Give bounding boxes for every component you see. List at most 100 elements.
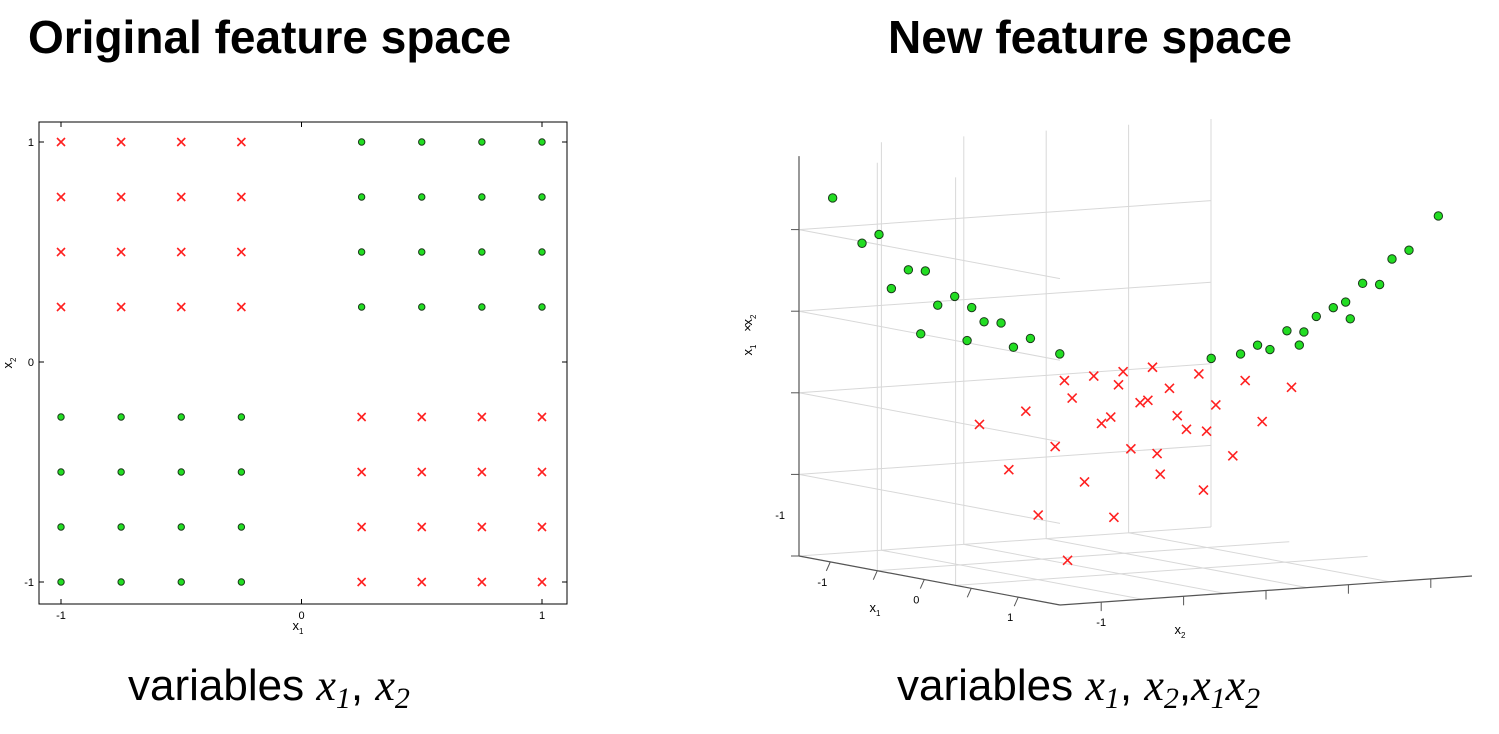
plot-frame [38, 121, 568, 605]
cross-point [1118, 366, 1129, 377]
tick-marks [791, 229, 1432, 612]
dot-point [1025, 333, 1036, 344]
dot-point [57, 578, 65, 586]
dot-point [1387, 254, 1397, 264]
x-tick-label: -1 [817, 577, 827, 589]
cross-point [56, 192, 66, 202]
x-tick-label: 1 [539, 610, 545, 622]
dot-point [418, 193, 426, 201]
left-caption-word: variables [128, 661, 305, 710]
dot-point [117, 468, 125, 476]
dot-point [1357, 278, 1368, 289]
dot-point [857, 238, 867, 248]
cross-point [1164, 383, 1175, 394]
cross-point [417, 522, 427, 532]
cross-point [116, 302, 126, 312]
dot-point [357, 138, 366, 146]
dot-point [418, 248, 426, 256]
dot-point [237, 578, 246, 586]
dot-point [996, 318, 1006, 328]
cross-point [1152, 448, 1163, 459]
cross-point [236, 192, 246, 202]
dot-point [1299, 327, 1309, 337]
cross-point [1198, 485, 1209, 496]
cross-point [417, 577, 427, 587]
dot-point [117, 523, 125, 531]
cross-point [537, 522, 547, 532]
cross-point [1113, 379, 1124, 390]
cross-point [1193, 368, 1204, 379]
dot-point [538, 193, 546, 201]
dot-point [177, 413, 185, 421]
cross-point [236, 137, 246, 147]
cross-point [1033, 509, 1044, 521]
cross-point [236, 302, 246, 312]
cross-point [176, 247, 186, 257]
dot-point [1345, 314, 1355, 324]
dot-point [827, 193, 838, 203]
dot-point [237, 523, 246, 531]
dot-point [418, 303, 426, 311]
y-axis-label: x2 [0, 357, 18, 369]
dot-point [538, 248, 546, 256]
dot-point [1206, 353, 1216, 364]
dot-point [1328, 302, 1338, 313]
dot-point [237, 413, 246, 421]
cross-point [537, 577, 547, 587]
z-axis-label: x1 [740, 344, 758, 356]
cross-point [56, 137, 66, 147]
axes [798, 156, 1473, 606]
cross-point [477, 412, 487, 422]
x-tick-label: 1 [1007, 612, 1013, 624]
dot-point [478, 303, 486, 311]
dot-point [538, 303, 546, 311]
dot-point [933, 300, 943, 310]
cross-point [1135, 397, 1146, 408]
dot-point [478, 138, 486, 146]
right-caption-var-x1x2: x1x2 [1191, 661, 1261, 715]
cross-point [357, 522, 367, 532]
dot-point [177, 523, 185, 531]
cross-point [417, 467, 427, 477]
dot-point [1282, 326, 1292, 336]
cross-point [176, 137, 186, 147]
cross-point [116, 192, 126, 202]
cross-point [1062, 555, 1073, 566]
y-axis-label: x2 [1175, 622, 1187, 640]
cross-point [357, 412, 367, 422]
right-chart-title: New feature space [888, 11, 1292, 63]
dot-point [1252, 340, 1263, 350]
dot-point [1294, 340, 1305, 350]
cross-point [56, 302, 66, 312]
right-caption-var-x2: x2 [1144, 661, 1179, 715]
dot-point [1055, 349, 1065, 359]
cross-point [1142, 395, 1153, 406]
cross-point [1286, 382, 1297, 393]
cross-point [1240, 375, 1251, 386]
data-points [56, 137, 547, 587]
dot-point [916, 329, 926, 339]
dot-point [538, 138, 546, 146]
dot-point [1433, 211, 1444, 221]
x-axis-label: x1 [293, 618, 305, 636]
y-tick-label: 0 [28, 357, 34, 369]
cross-point [1096, 418, 1107, 429]
cross-point [1108, 512, 1119, 523]
data-points [827, 193, 1444, 566]
cross-point [1079, 476, 1090, 487]
cross-point [1227, 450, 1238, 461]
dot-point [962, 335, 972, 346]
x-tick-label: -1 [56, 610, 66, 622]
dot-point [57, 468, 65, 476]
dot-point [117, 413, 125, 421]
cross-point [1201, 426, 1212, 437]
x-tick [966, 588, 972, 598]
cross-point [1105, 411, 1116, 423]
left-chart-title: Original feature space [28, 11, 512, 63]
dot-point [950, 291, 960, 302]
cross-point [417, 412, 427, 422]
y-tick-label: -1 [24, 577, 34, 589]
right-caption-word: variables [897, 661, 1074, 710]
cross-point [116, 247, 126, 257]
